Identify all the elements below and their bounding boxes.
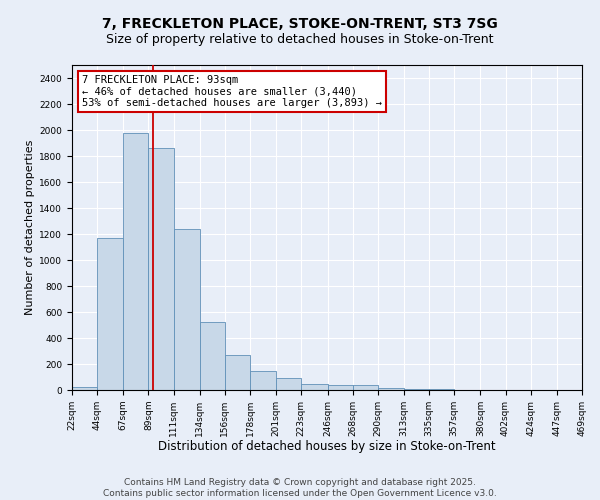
Bar	[353, 385, 378, 390]
Bar	[328, 385, 353, 390]
Bar	[250, 370, 276, 390]
Bar	[404, 388, 429, 390]
Bar	[276, 378, 301, 390]
Bar	[97, 238, 124, 390]
Bar	[72, 387, 97, 390]
Bar	[200, 322, 225, 390]
X-axis label: Distribution of detached houses by size in Stoke-on-Trent: Distribution of detached houses by size …	[158, 440, 496, 454]
Text: Contains HM Land Registry data © Crown copyright and database right 2025.
Contai: Contains HM Land Registry data © Crown c…	[103, 478, 497, 498]
Bar	[225, 355, 250, 390]
Text: 7 FRECKLETON PLACE: 93sqm
← 46% of detached houses are smaller (3,440)
53% of se: 7 FRECKLETON PLACE: 93sqm ← 46% of detac…	[82, 74, 382, 108]
Bar	[173, 229, 200, 390]
Text: 7, FRECKLETON PLACE, STOKE-ON-TRENT, ST3 7SG: 7, FRECKLETON PLACE, STOKE-ON-TRENT, ST3…	[102, 18, 498, 32]
Y-axis label: Number of detached properties: Number of detached properties	[25, 140, 35, 315]
Bar	[148, 148, 173, 390]
Text: Size of property relative to detached houses in Stoke-on-Trent: Size of property relative to detached ho…	[106, 32, 494, 46]
Bar	[301, 384, 328, 390]
Bar	[124, 132, 148, 390]
Bar	[378, 388, 404, 390]
